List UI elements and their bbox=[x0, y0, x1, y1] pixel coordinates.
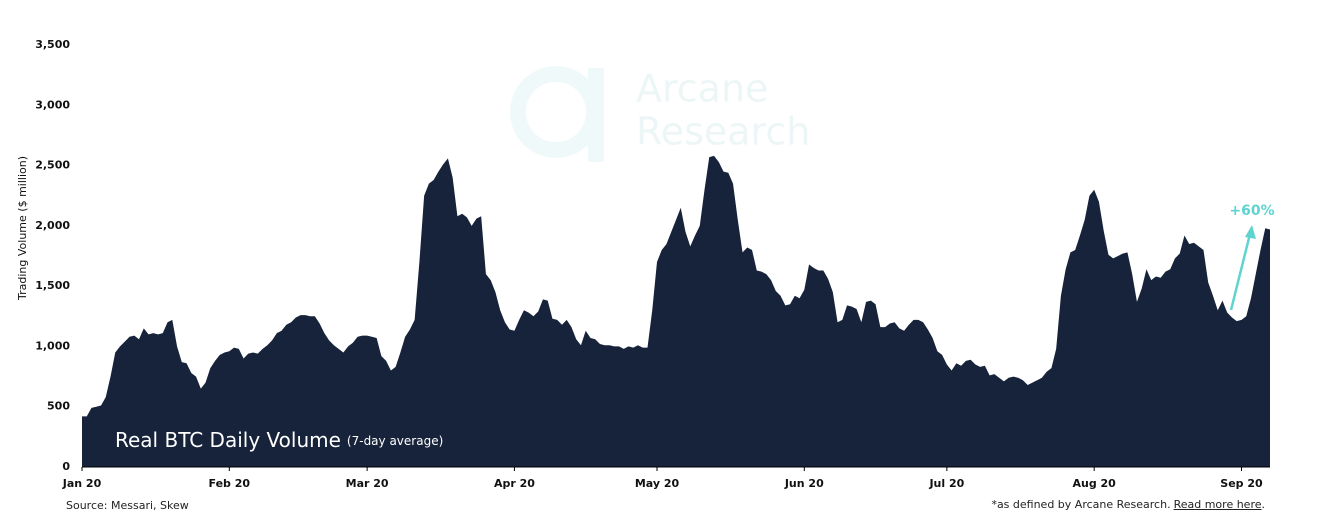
plot: 0 500 1,000 1,500 2,000 2,500 3,000 3,500 Jan 20… bbox=[35, 38, 1270, 490]
footnote: *as defined by Arcane Research. Read more… bbox=[991, 498, 1265, 511]
x-tick-label: Mar 20 bbox=[346, 477, 389, 490]
source: Source: Messari, Skew bbox=[66, 499, 189, 512]
annotation: +60% bbox=[1229, 203, 1274, 219]
y-tick-label: 2,000 bbox=[35, 219, 70, 232]
chart-title: Real BTC Daily Volume (7-day average) bbox=[115, 428, 443, 452]
y-tick-label: 3,500 bbox=[35, 38, 70, 51]
x-tick-label: Feb 20 bbox=[209, 477, 251, 490]
watermark: Arcane Research bbox=[510, 66, 810, 162]
area bbox=[82, 155, 1270, 467]
annotation-arrow bbox=[1229, 233, 1252, 311]
x-tick-label: Sep 20 bbox=[1220, 477, 1263, 490]
x-tick-label: May 20 bbox=[635, 477, 680, 490]
watermark-logo bbox=[588, 68, 604, 162]
annotation-arrowhead bbox=[1245, 225, 1256, 239]
x-tick-label: Apr 20 bbox=[494, 477, 535, 490]
watermark-logo bbox=[510, 66, 602, 158]
watermark-text: Arcane bbox=[636, 67, 768, 111]
x-tick-label: Aug 20 bbox=[1072, 477, 1116, 490]
watermark-text: Research bbox=[636, 110, 810, 154]
y-tick-label: 0 bbox=[62, 460, 70, 473]
subtitle: (7-day average) bbox=[347, 434, 443, 448]
y-tick-label: 500 bbox=[47, 400, 70, 413]
footnote-text: *as defined by Arcane Research. bbox=[991, 498, 1171, 511]
footnote-end: . bbox=[1261, 498, 1266, 511]
x-tick-label: Jun 20 bbox=[784, 477, 824, 490]
x-tick-label: Jul 20 bbox=[928, 477, 964, 490]
title: Real BTC Daily Volume bbox=[115, 428, 341, 452]
y-tick-label: 2,500 bbox=[35, 159, 70, 172]
y-tick-label: 1,000 bbox=[35, 339, 70, 352]
y-axis-label: Trading Volume ($ million) bbox=[16, 156, 29, 301]
y-tick-label: 3,000 bbox=[35, 98, 70, 111]
x-tick-label: Jan 20 bbox=[62, 477, 102, 490]
y-tick-label: 1,500 bbox=[35, 279, 70, 292]
read-more-link[interactable]: Read more here bbox=[1173, 498, 1262, 511]
